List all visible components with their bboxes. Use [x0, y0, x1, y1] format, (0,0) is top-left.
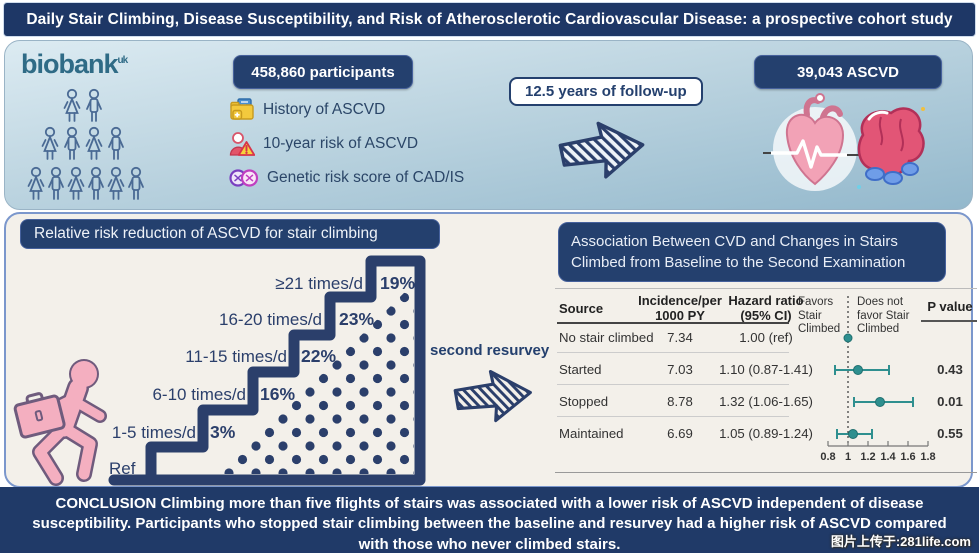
table-cell-incidence: 8.78 [667, 394, 693, 409]
risk-item-label: 10-year risk of ASCVD [263, 134, 419, 152]
table-cell-source: No stair climbed [559, 330, 654, 345]
stairs-chart-header: Relative risk reduction of ASCVD for sta… [20, 219, 440, 249]
association-title-line1: Association Between CVD and Changes in S… [571, 233, 898, 250]
does-not-favor-label: Does not favor Stair Climbed [857, 296, 910, 336]
arrow-right-icon [558, 121, 645, 179]
association-table: Source Incidence/per 1000 PY Hazard rati… [555, 288, 977, 486]
stair-label-ref: Ref [109, 459, 136, 478]
column-header-hazard-ratio: Hazard ratio (95% CI) [728, 293, 804, 323]
list-item: 10-year risk of ASCVD [229, 129, 464, 158]
stair-value-21plus: 19% [380, 273, 415, 293]
table-cell-hr: 1.32 (1.06-1.65) [719, 394, 813, 409]
axis-tick: 1 [845, 451, 851, 463]
table-cell-source: Stopped [559, 394, 609, 409]
stair-value-1-5: 3% [210, 422, 236, 442]
axis-tick: 1.4 [880, 451, 896, 463]
table-cell-p: 0.55 [937, 426, 963, 441]
arrow-right-icon [453, 369, 532, 423]
biobank-logo-sup: uk [117, 55, 129, 66]
stair-value-6-10: 16% [260, 384, 295, 404]
staircase-outline [108, 255, 426, 486]
outcome-badge: 39,043 ASCVD [754, 55, 942, 89]
brain-icon [857, 107, 925, 189]
axis-tick: 1.2 [860, 451, 875, 463]
watermark: 图片上传于:281life.com [830, 534, 971, 549]
followup-label: 12.5 years of follow-up [525, 83, 687, 100]
results-panel: Relative risk reduction of ASCVD for sta… [4, 212, 977, 488]
table-cell-p: 0.01 [937, 394, 963, 409]
column-header-p-value: P value [927, 299, 973, 314]
participants-count: 458,860 participants [251, 63, 395, 81]
followup-box: 12.5 years of follow-up [509, 77, 703, 106]
table-cell-incidence: 6.69 [667, 426, 693, 441]
table-cell-p: 0.43 [937, 362, 963, 377]
conclusion-text: CONCLUSION Climbing more than five fligh… [32, 495, 947, 553]
conclusion-bar: CONCLUSION Climbing more than five fligh… [0, 487, 979, 553]
list-item: History of ASCVD [229, 95, 464, 124]
stair-climber-icon [13, 359, 107, 486]
person-risk-icon [229, 131, 255, 156]
axis-tick: 0.8 [820, 451, 835, 463]
table-cell-hr: 1.10 (0.87-1.41) [719, 362, 813, 377]
axis-tick: 1.6 [900, 451, 915, 463]
participants-badge: 458,860 participants [233, 55, 413, 89]
stair-label-6-10: 6-10 times/d [152, 385, 246, 404]
stair-label-16-20: 16-20 times/d [219, 310, 322, 329]
favors-label: Favors Stair Climbed [798, 296, 841, 336]
forest-plot: 0.8 1 1.2 1.4 1.6 1.8 [820, 296, 936, 463]
column-header-incidence: Incidence/per 1000 PY [638, 293, 722, 323]
heart-brain-illustration [763, 93, 925, 191]
axis-tick: 1.8 [920, 451, 935, 463]
stair-value-16-20: 23% [339, 309, 374, 329]
list-item: Genetic risk score of CAD/IS [229, 163, 464, 192]
table-cell-incidence: 7.34 [667, 330, 693, 345]
table-cell-hr: 1.00 (ref) [739, 330, 793, 345]
page-title: Daily Stair Climbing, Disease Susceptibi… [26, 10, 953, 28]
stair-label-21plus: ≥21 times/d [275, 274, 363, 293]
medical-folder-icon [230, 97, 254, 120]
x-axis [827, 441, 929, 447]
ascvd-count: 39,043 ASCVD [797, 63, 899, 81]
title-bar: Daily Stair Climbing, Disease Susceptibi… [3, 2, 976, 37]
stair-label-1-5: 1-5 times/d [112, 423, 196, 442]
stairs-chart-title: Relative risk reduction of ASCVD for sta… [34, 225, 378, 242]
susceptibility-list: History of ASCVD 10-year risk of ASCVD [229, 95, 464, 192]
dna-icon [229, 168, 259, 187]
risk-item-label: History of ASCVD [263, 100, 386, 118]
stair-value-11-15: 22% [301, 346, 336, 366]
study-overview-panel: biobankuk 458,860 participants [4, 40, 973, 210]
resurvey-label: second resurvey [430, 342, 550, 359]
stair-label-11-15: 11-15 times/d [185, 347, 287, 366]
column-header-source: Source [559, 301, 604, 316]
association-header: Association Between CVD and Changes in S… [558, 222, 946, 282]
biobank-logo-text: biobank [21, 49, 119, 79]
table-cell-incidence: 7.03 [667, 362, 693, 377]
table-cell-hr: 1.05 (0.89-1.24) [719, 426, 813, 441]
association-title-line2: Climbed from Baseline to the Second Exam… [571, 253, 906, 271]
biobank-logo: biobankuk [21, 49, 129, 80]
risk-item-label: Genetic risk score of CAD/IS [267, 168, 465, 186]
briefcase-icon [13, 392, 66, 439]
table-cell-source: Started [559, 362, 602, 377]
forest-ci-whiskers [834, 365, 914, 439]
people-crowd-icon [27, 88, 144, 200]
heart-icon [771, 93, 847, 186]
table-cell-source: Maintained [559, 426, 624, 441]
forest-point-markers [843, 333, 885, 439]
dots-pattern-area [221, 283, 414, 474]
stairs-chart: Ref 1-5 times/d 3% 6-10 times/d 16% 11-1… [108, 255, 426, 486]
